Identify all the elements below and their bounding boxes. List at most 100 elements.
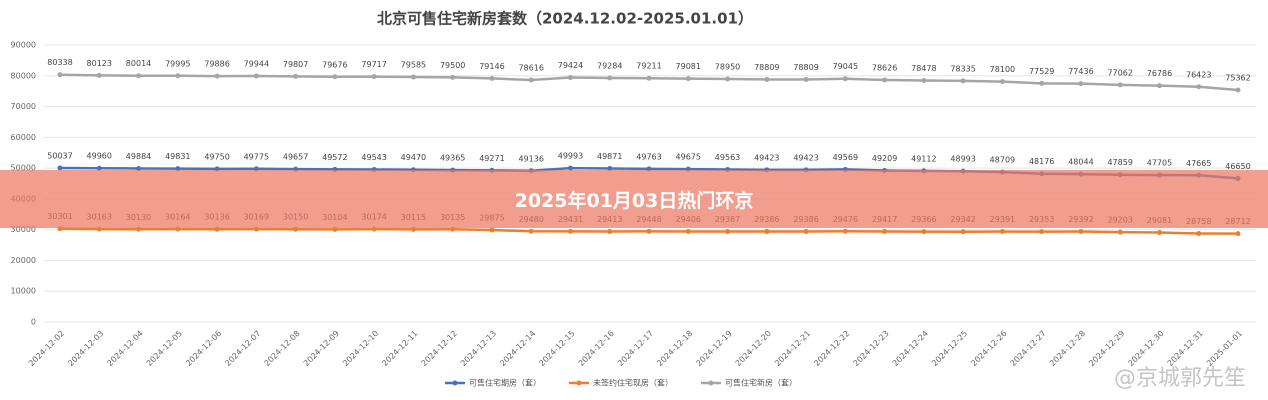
legend-marker bbox=[576, 380, 582, 386]
x-tick-label: 2024-12-22 bbox=[812, 329, 851, 368]
point bbox=[646, 75, 652, 81]
data-label: 79146 bbox=[479, 62, 504, 71]
y-tick-label: 10000 bbox=[11, 287, 36, 296]
data-label: 78809 bbox=[793, 63, 818, 72]
data-label: 47859 bbox=[1107, 158, 1132, 167]
data-label: 79500 bbox=[440, 61, 465, 70]
point bbox=[607, 166, 613, 172]
point bbox=[882, 228, 888, 234]
point bbox=[214, 73, 220, 79]
x-tick-label: 2024-12-21 bbox=[773, 329, 812, 368]
data-label: 80014 bbox=[126, 59, 151, 68]
x-tick-label: 2024-12-13 bbox=[459, 329, 498, 368]
x-tick-label: 2024-12-18 bbox=[655, 329, 694, 368]
data-label: 49136 bbox=[518, 154, 543, 163]
data-label: 80338 bbox=[47, 58, 72, 67]
point bbox=[764, 229, 770, 235]
data-label: 49271 bbox=[479, 154, 504, 163]
data-label: 77436 bbox=[1068, 67, 1093, 76]
point bbox=[371, 74, 377, 80]
point bbox=[136, 165, 142, 171]
point bbox=[332, 74, 338, 80]
point bbox=[1039, 80, 1045, 86]
data-label: 76423 bbox=[1186, 70, 1211, 79]
x-tick-label: 2024-12-24 bbox=[891, 329, 930, 368]
data-label: 46650 bbox=[1225, 162, 1250, 171]
point bbox=[685, 228, 691, 234]
point bbox=[921, 229, 927, 235]
point bbox=[882, 77, 888, 83]
data-label: 49960 bbox=[87, 152, 112, 161]
data-label: 49569 bbox=[833, 153, 858, 162]
data-label: 48044 bbox=[1068, 158, 1093, 167]
data-label: 79995 bbox=[165, 59, 190, 68]
point bbox=[57, 72, 63, 78]
data-label: 78626 bbox=[872, 64, 897, 73]
x-tick-label: 2024-12-04 bbox=[105, 329, 144, 368]
point bbox=[489, 227, 495, 233]
x-tick-label: 2024-12-05 bbox=[145, 329, 184, 368]
data-label: 78335 bbox=[950, 64, 975, 73]
point bbox=[410, 226, 416, 232]
x-tick-label: 2024-12-16 bbox=[577, 329, 616, 368]
point bbox=[842, 228, 848, 234]
point bbox=[450, 74, 456, 80]
x-tick-label: 2024-12-15 bbox=[537, 329, 576, 368]
point bbox=[960, 229, 966, 235]
data-label: 78478 bbox=[911, 64, 936, 73]
data-label: 80123 bbox=[87, 59, 112, 68]
legend-label: 可售住宅新房（套） bbox=[725, 378, 797, 388]
x-tick-label: 2024-12-26 bbox=[969, 329, 1008, 368]
x-tick-label: 2024-12-28 bbox=[1048, 329, 1087, 368]
legend-marker bbox=[708, 380, 714, 386]
x-tick-label: 2024-12-17 bbox=[616, 329, 655, 368]
x-tick-label: 2024-12-08 bbox=[263, 329, 302, 368]
point bbox=[567, 75, 573, 81]
point bbox=[175, 166, 181, 172]
data-label: 47705 bbox=[1147, 159, 1172, 168]
point bbox=[96, 165, 102, 171]
data-label: 49884 bbox=[126, 152, 151, 161]
y-tick-label: 80000 bbox=[11, 71, 36, 80]
data-label: 79081 bbox=[676, 62, 701, 71]
point bbox=[1117, 82, 1123, 88]
data-label: 48993 bbox=[950, 155, 975, 164]
data-label: 77529 bbox=[1029, 67, 1054, 76]
point bbox=[646, 228, 652, 234]
point bbox=[803, 229, 809, 235]
point bbox=[999, 229, 1005, 235]
point bbox=[450, 226, 456, 232]
data-label: 49572 bbox=[322, 153, 347, 162]
data-label: 79676 bbox=[322, 60, 347, 69]
point bbox=[1235, 231, 1241, 237]
point bbox=[410, 74, 416, 80]
data-label: 49112 bbox=[911, 154, 936, 163]
y-tick-label: 90000 bbox=[11, 41, 36, 50]
point bbox=[528, 77, 534, 83]
x-tick-label: 2024-12-20 bbox=[734, 329, 773, 368]
data-label: 78616 bbox=[518, 64, 543, 73]
point bbox=[136, 226, 142, 232]
y-tick-label: 0 bbox=[31, 318, 36, 327]
legend-marker bbox=[452, 380, 458, 386]
point bbox=[1235, 87, 1241, 93]
point bbox=[175, 73, 181, 79]
point bbox=[57, 165, 63, 171]
point bbox=[567, 165, 573, 171]
x-tick-label: 2024-12-12 bbox=[420, 329, 459, 368]
point bbox=[293, 73, 299, 79]
point bbox=[136, 73, 142, 79]
data-label: 79585 bbox=[401, 61, 426, 70]
data-label: 79886 bbox=[204, 60, 229, 69]
point bbox=[1117, 229, 1123, 235]
data-label: 49831 bbox=[165, 152, 190, 161]
point bbox=[1156, 229, 1162, 235]
point bbox=[1078, 229, 1084, 235]
point bbox=[1196, 84, 1202, 90]
data-label: 49209 bbox=[872, 154, 897, 163]
data-label: 79424 bbox=[558, 61, 583, 70]
point bbox=[607, 228, 613, 234]
y-tick-label: 70000 bbox=[11, 102, 36, 111]
y-tick-label: 50000 bbox=[11, 164, 36, 173]
watermark: @京城郭先笙 bbox=[1113, 366, 1246, 391]
